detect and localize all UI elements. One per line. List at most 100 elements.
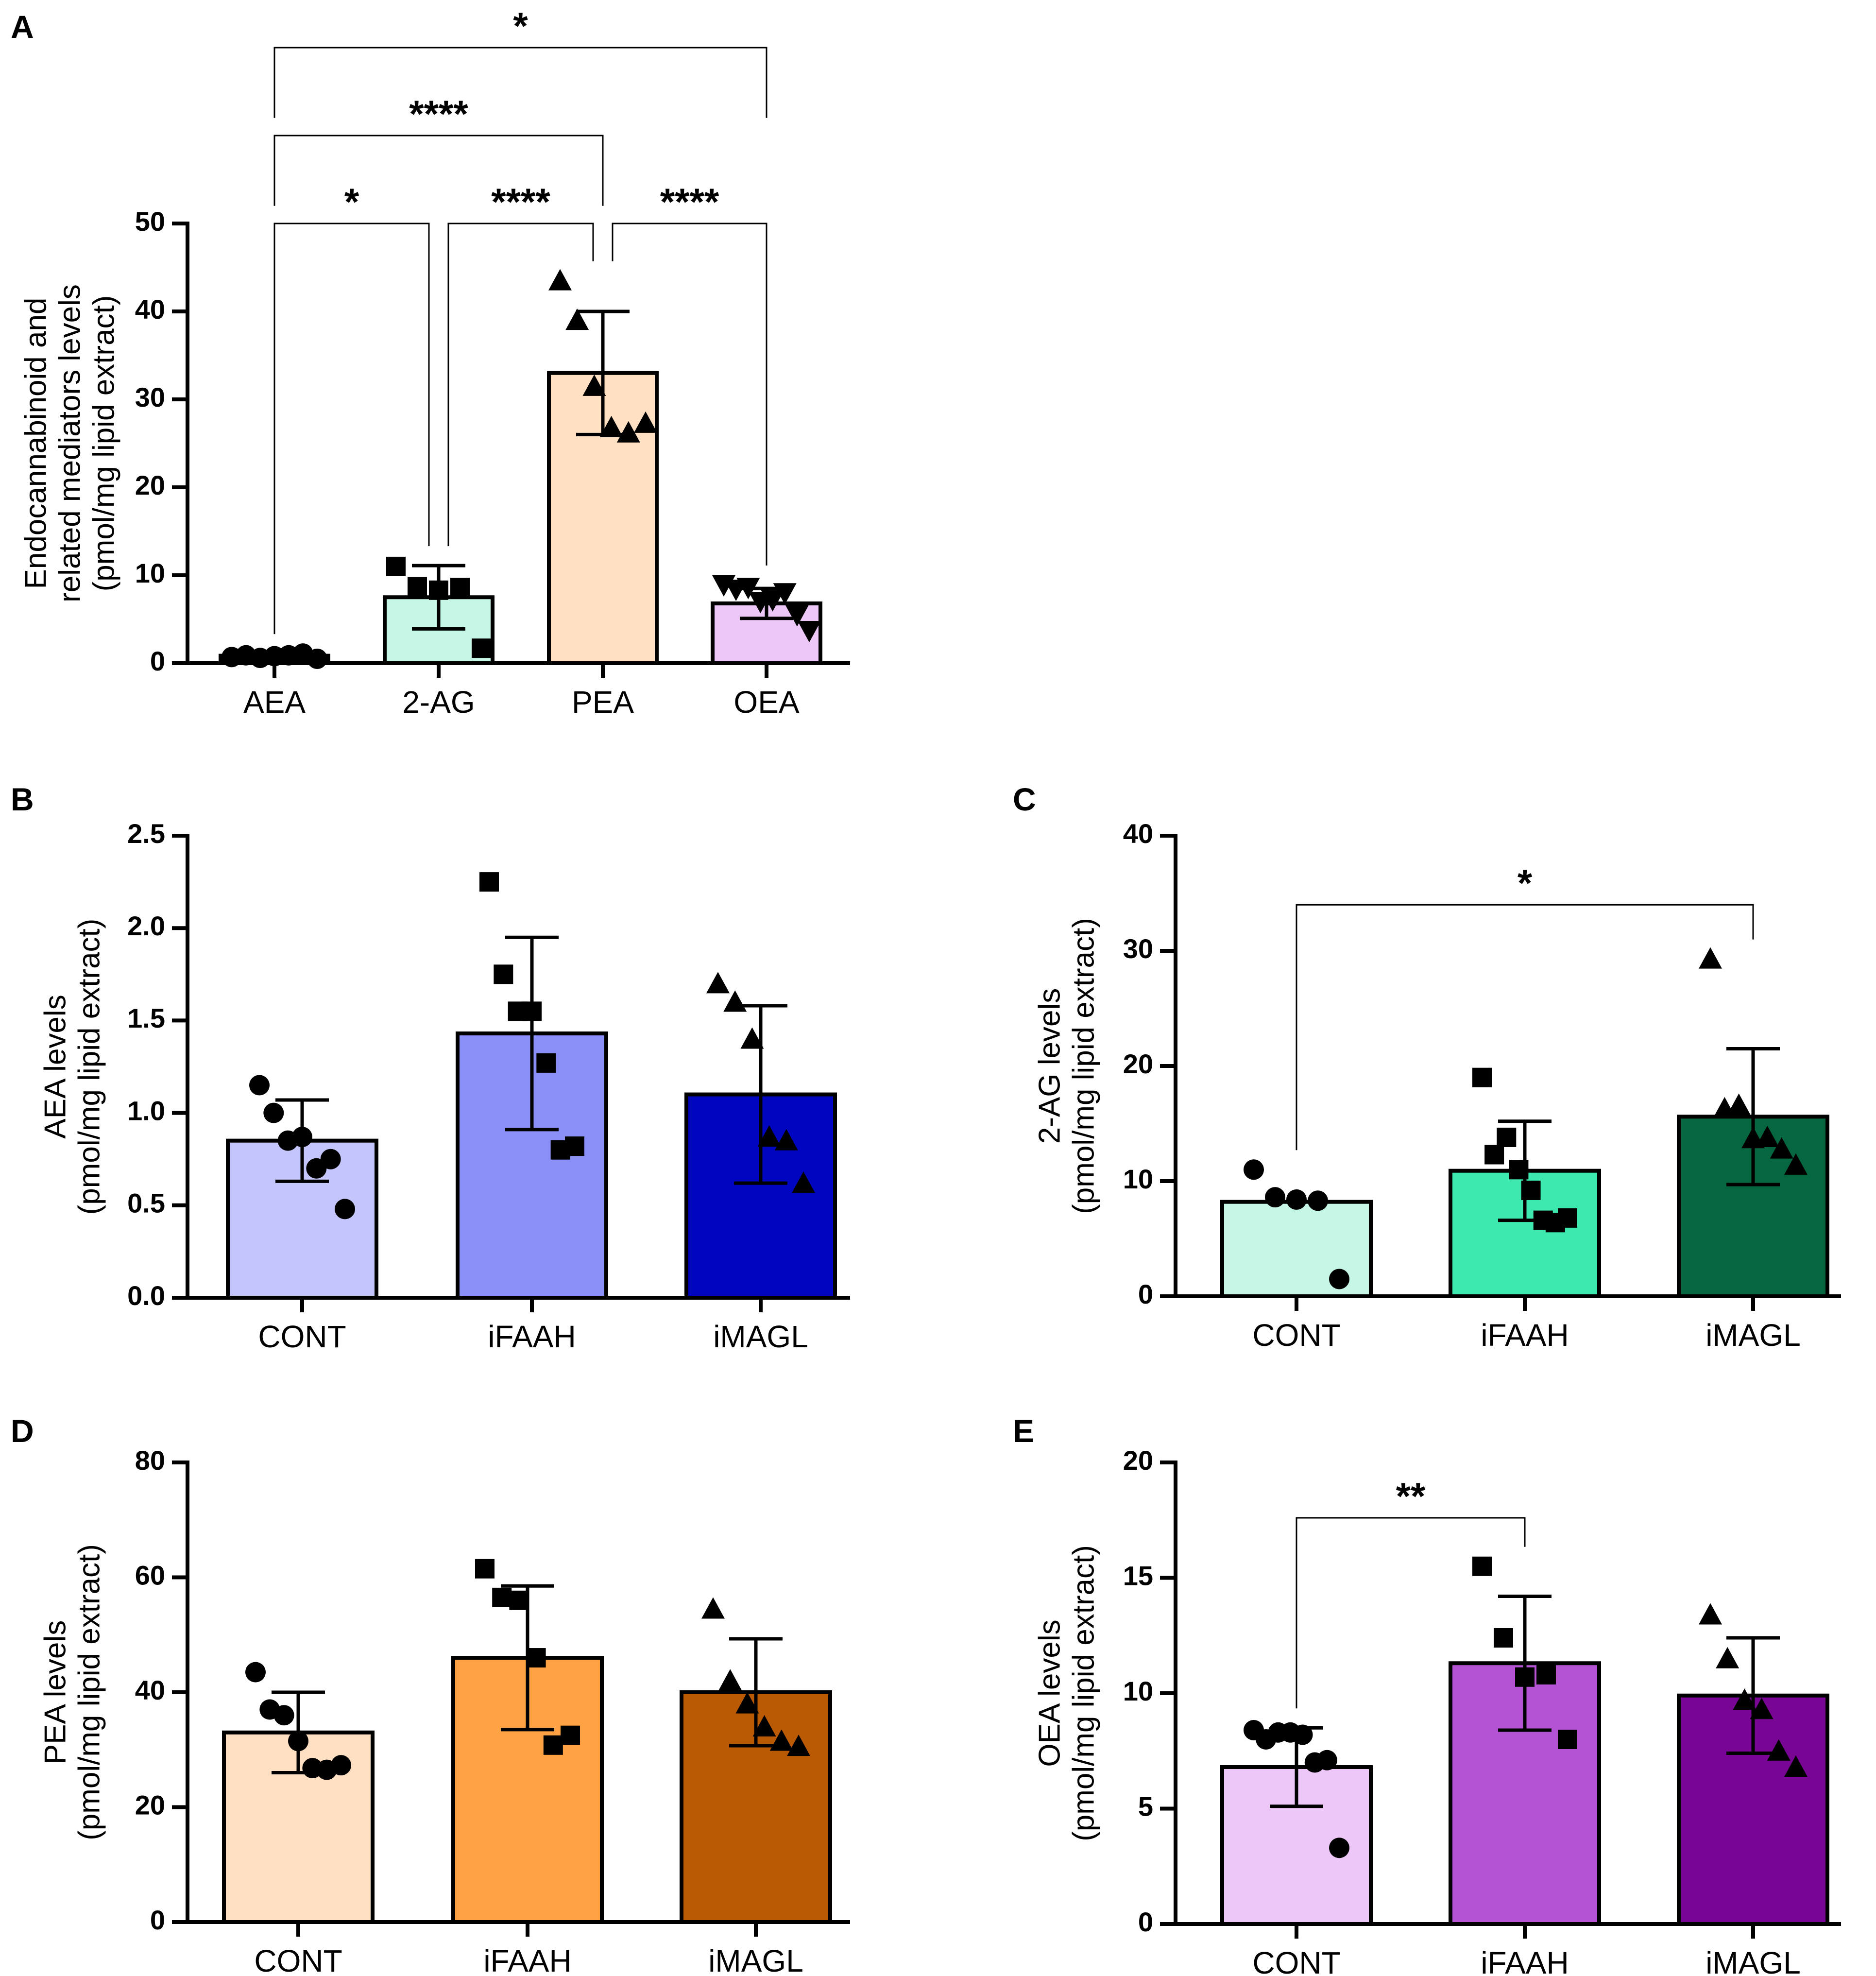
- chart-panel-e: OEA levels (pmol/mg lipid extract) 0 5 10 15 2…: [1033, 1445, 1841, 1976]
- data-point: [1750, 1698, 1774, 1719]
- significance-bracket: [447, 223, 594, 547]
- data-point: [475, 1559, 495, 1579]
- data-point: [785, 605, 809, 627]
- y-tick-label: 2.5: [127, 818, 165, 849]
- data-point: [1756, 1125, 1779, 1147]
- y-tick-label: 20: [1123, 1445, 1153, 1476]
- y-axis-label: (pmol/mg lipid extract): [72, 1544, 106, 1840]
- x-tick-label: iMAGL: [708, 1943, 803, 1976]
- y-tick-label: 2.0: [127, 911, 165, 941]
- y-axis-label: 2-AG levels: [1033, 988, 1066, 1144]
- data-point: [1329, 1838, 1349, 1858]
- y-axis-label: related mediators levels: [53, 284, 86, 602]
- y-tick-label: 0: [150, 646, 165, 676]
- data-point: [263, 1102, 284, 1123]
- data-point: [245, 1662, 266, 1683]
- data-point: [1767, 1739, 1791, 1761]
- y-tick-label: 20: [1123, 1048, 1153, 1079]
- panel-label-b: B: [11, 781, 34, 817]
- data-point: [740, 1027, 764, 1049]
- panel-label-a: A: [11, 9, 34, 45]
- y-tick-label: 50: [135, 206, 165, 237]
- data-point: [701, 1597, 725, 1619]
- data-point: [320, 1149, 341, 1169]
- bar: [456, 1031, 608, 1300]
- data-point: [1509, 1160, 1529, 1180]
- data-point: [1265, 1187, 1285, 1208]
- data-point: [565, 309, 589, 330]
- x-tick-label: CONT: [1252, 1318, 1340, 1353]
- y-axis-label: PEA levels: [38, 1620, 72, 1764]
- significance-bracket: [612, 223, 767, 566]
- significance-bracket: [1296, 904, 1754, 1151]
- data-point: [1484, 1145, 1504, 1165]
- data-point: [735, 1692, 759, 1714]
- data-point: [1558, 1730, 1577, 1749]
- data-point: [472, 638, 491, 658]
- data-point: [1472, 1556, 1492, 1576]
- data-point: [1536, 1665, 1556, 1684]
- y-tick-label: 0: [1138, 1279, 1153, 1309]
- data-point: [492, 1587, 512, 1607]
- data-point: [526, 1648, 546, 1668]
- data-point: [1784, 1755, 1808, 1777]
- data-point: [1497, 1127, 1517, 1147]
- data-point: [582, 374, 606, 396]
- x-tick-label: AEA: [243, 685, 306, 720]
- data-point: [561, 1725, 580, 1745]
- y-tick-label: 30: [1123, 933, 1153, 964]
- data-point: [292, 1127, 312, 1148]
- data-point: [273, 1705, 294, 1726]
- data-point: [787, 1735, 810, 1756]
- data-point: [774, 1129, 798, 1151]
- data-point: [522, 1001, 542, 1021]
- data-point: [718, 1669, 742, 1691]
- x-tick-label: OEA: [733, 685, 799, 720]
- y-tick-label: 30: [135, 382, 165, 412]
- data-point: [769, 1729, 793, 1751]
- data-point: [408, 577, 427, 597]
- y-tick-label: 0: [1138, 1907, 1153, 1937]
- x-tick-label: iMAGL: [1705, 1318, 1801, 1353]
- y-tick-label: 80: [135, 1445, 165, 1476]
- x-tick-label: PEA: [572, 685, 634, 720]
- significance-bracket: [273, 223, 430, 635]
- data-point: [773, 583, 797, 605]
- data-point: [752, 1715, 776, 1736]
- panel-label-e: E: [1013, 1413, 1034, 1449]
- data-point: [307, 648, 327, 669]
- x-tick-label: 2-AG: [402, 685, 475, 720]
- significance-label: *: [1518, 861, 1533, 904]
- data-point: [1244, 1159, 1264, 1180]
- x-tick-label: iFAAH: [1481, 1318, 1569, 1353]
- y-tick-label: 5: [1138, 1791, 1153, 1821]
- chart-panel-a: Endocannabinoid and related mediators lev…: [19, 4, 850, 720]
- y-axis-label: Endocannabinoid and: [19, 298, 52, 589]
- y-axis-label: (pmol/mg lipid extract): [1067, 1545, 1100, 1841]
- data-point: [1286, 1189, 1307, 1210]
- data-point: [792, 1171, 815, 1193]
- bar: [680, 1690, 832, 1924]
- x-tick-label: CONT: [254, 1943, 342, 1976]
- data-point: [335, 1199, 355, 1220]
- chart-panel-d: PEA levels (pmol/mg lipid extract) 0 20 40 60…: [38, 1445, 850, 1976]
- data-point: [548, 269, 572, 291]
- data-point: [479, 872, 499, 892]
- significance-label: *: [344, 180, 359, 223]
- y-tick-label: 40: [135, 1675, 165, 1705]
- significance-label: ****: [660, 180, 719, 223]
- data-point: [429, 580, 448, 600]
- y-tick-label: 20: [135, 470, 165, 500]
- panel-label-c: C: [1013, 781, 1036, 817]
- data-point: [1308, 1190, 1328, 1211]
- data-point: [1515, 1667, 1535, 1687]
- data-point: [634, 411, 657, 433]
- significance-label: **: [1396, 1475, 1426, 1517]
- data-point: [565, 1136, 584, 1156]
- y-tick-label: 0.0: [127, 1280, 165, 1311]
- y-axis-label: AEA levels: [38, 995, 72, 1138]
- chart-panel-b: AEA levels (pmol/mg lipid extract) 0.0 0.5 1…: [38, 818, 850, 1354]
- data-point: [1558, 1208, 1577, 1228]
- x-tick-label: iFAAH: [1481, 1945, 1569, 1976]
